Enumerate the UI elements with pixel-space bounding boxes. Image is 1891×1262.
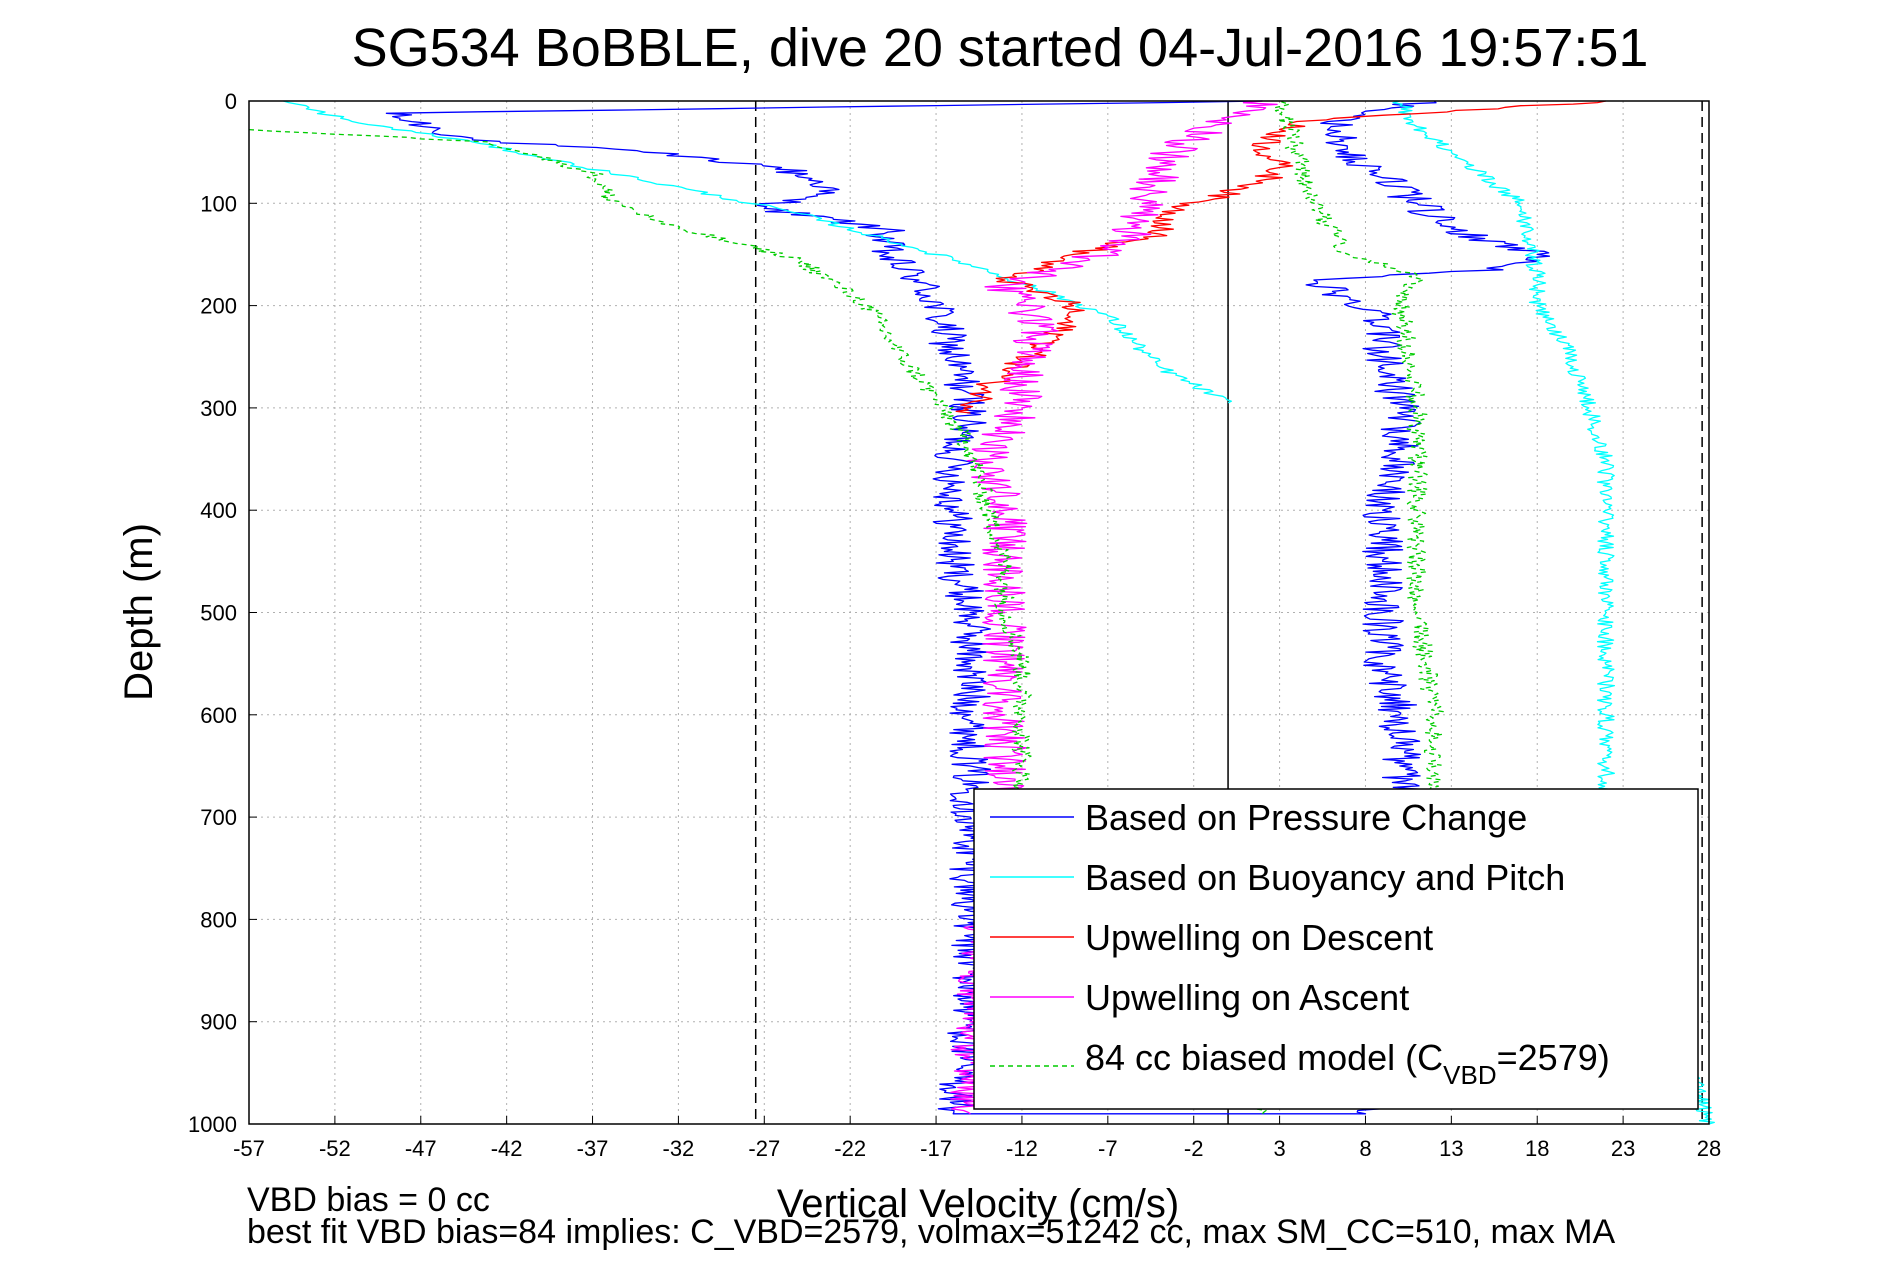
- footer-line-2: best fit VBD bias=84 implies: C_VBD=2579…: [247, 1213, 1616, 1251]
- x-tick-label: -2: [1184, 1136, 1204, 1161]
- x-tick-label: -22: [834, 1136, 866, 1161]
- series-line-4: [248, 100, 1444, 1115]
- x-tick-label: 3: [1273, 1136, 1285, 1161]
- legend-label-buoyancy: Based on Buoyancy and Pitch: [1085, 857, 1565, 898]
- x-tick-label: 23: [1611, 1136, 1635, 1161]
- x-tick-label: -47: [405, 1136, 437, 1161]
- footer-line-1: VBD bias = 0 cc: [247, 1181, 490, 1219]
- x-tick-label: 8: [1359, 1136, 1371, 1161]
- series-line-0: [385, 100, 1551, 1115]
- x-tick-label: -52: [319, 1136, 351, 1161]
- x-tick-label: 13: [1439, 1136, 1463, 1161]
- legend-label-pressure: Based on Pressure Change: [1085, 797, 1527, 838]
- x-tick-label: 18: [1525, 1136, 1549, 1161]
- y-tick-label: 900: [200, 1010, 237, 1035]
- y-tick-label: 400: [200, 498, 237, 523]
- x-axis-label: Vertical Velocity (cm/s): [777, 1182, 1179, 1226]
- x-tick-label: -12: [1006, 1136, 1038, 1161]
- x-tick-label: -32: [663, 1136, 695, 1161]
- x-tick-label: -42: [491, 1136, 523, 1161]
- legend-label-descent: Upwelling on Descent: [1085, 917, 1433, 958]
- y-tick-label: 200: [200, 294, 237, 319]
- chart-title: SG534 BoBBLE, dive 20 started 04-Jul-201…: [352, 18, 1649, 78]
- y-tick-label: 700: [200, 805, 237, 830]
- x-axis-ticks: -57 -52 -47 -42 -37 -32 -27 -22 -17 -12 -7 -2 3 8 13 18…: [233, 1116, 1721, 1161]
- x-tick-label: 28: [1697, 1136, 1721, 1161]
- y-tick-label: 600: [200, 703, 237, 728]
- y-axis-ticks: 0 100 200 300 400 500 600 700 800 900 1000: [188, 89, 257, 1137]
- legend-label-model-sub: VBD: [1443, 1060, 1496, 1090]
- legend-box: [973, 788, 1699, 1110]
- y-tick-label: 300: [200, 396, 237, 421]
- y-tick-label: 500: [200, 601, 237, 626]
- y-tick-label: 0: [225, 89, 237, 114]
- legend: Based on Pressure Change Based on Buoyan…: [973, 788, 1699, 1110]
- x-tick-label: -57: [233, 1136, 265, 1161]
- x-tick-label: -27: [748, 1136, 780, 1161]
- y-tick-label: 100: [200, 191, 237, 216]
- legend-label-model: 84 cc biased model (CVBD=2579): [1085, 1037, 1610, 1090]
- legend-label-ascent: Upwelling on Ascent: [1085, 977, 1409, 1018]
- legend-label-model-tail: =2579): [1497, 1037, 1610, 1078]
- y-tick-label: 1000: [188, 1112, 237, 1137]
- x-tick-label: -7: [1098, 1136, 1118, 1161]
- x-tick-label: -37: [577, 1136, 609, 1161]
- x-tick-label: -17: [920, 1136, 952, 1161]
- y-tick-label: 800: [200, 907, 237, 932]
- legend-label-model-main: 84 cc biased model (C: [1085, 1037, 1443, 1078]
- y-axis-label: Depth (m): [117, 523, 161, 701]
